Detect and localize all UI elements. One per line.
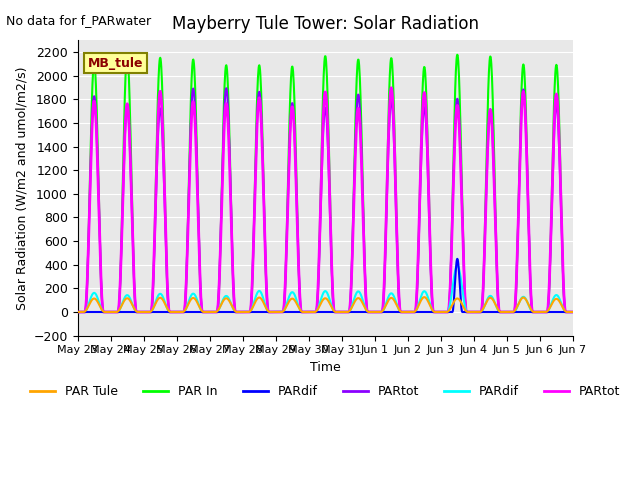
Legend: PAR Tule, PAR In, PARdif, PARtot, PARdif, PARtot: PAR Tule, PAR In, PARdif, PARtot, PARdif… (25, 380, 625, 403)
Text: No data for f_PARwater: No data for f_PARwater (6, 14, 152, 27)
Text: MB_tule: MB_tule (88, 57, 143, 70)
Y-axis label: Solar Radiation (W/m2 and umol/m2/s): Solar Radiation (W/m2 and umol/m2/s) (15, 66, 28, 310)
X-axis label: Time: Time (310, 361, 340, 374)
Title: Mayberry Tule Tower: Solar Radiation: Mayberry Tule Tower: Solar Radiation (172, 15, 479, 33)
